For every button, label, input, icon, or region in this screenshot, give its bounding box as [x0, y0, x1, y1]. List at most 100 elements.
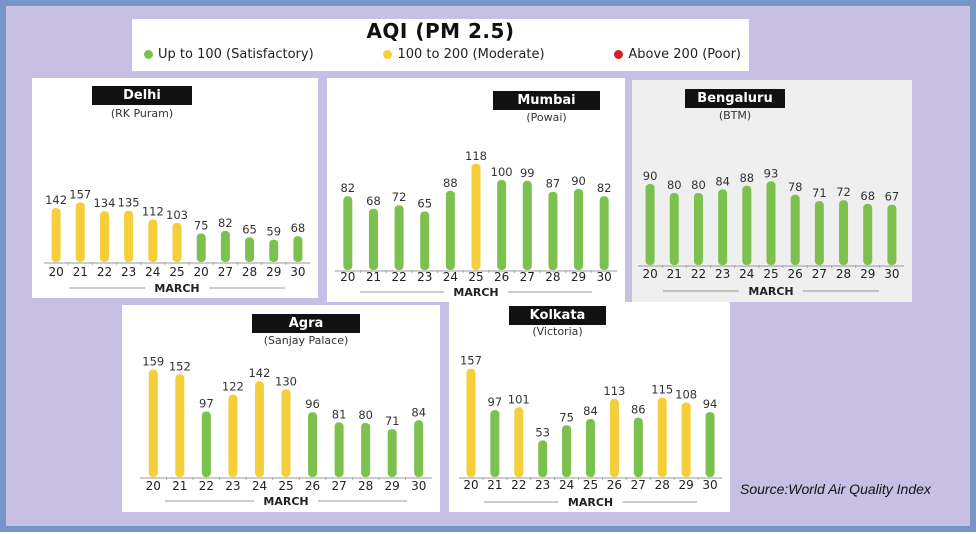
data-label: 101: [508, 392, 530, 406]
bar: [574, 189, 584, 270]
x-tick-label: 27: [520, 270, 535, 284]
x-tick-label: 22: [691, 267, 706, 281]
bar: [669, 193, 679, 265]
x-tick-label: 24: [145, 265, 160, 279]
station-label-bengaluru: (BTM): [718, 109, 752, 122]
bar: [308, 412, 318, 477]
x-tick-label: 23: [417, 270, 432, 284]
x-tick-label: 23: [121, 265, 136, 279]
legend-dot-red: [614, 50, 624, 59]
bar: [863, 203, 873, 265]
panel-delhi: Delhi (RK Puram) 142 20 157 21 134 22 135 23 112 24…: [32, 78, 318, 298]
x-tick-label: 24: [252, 479, 267, 493]
x-tick-label: 26: [494, 270, 509, 284]
bar: [245, 237, 255, 262]
bar: [766, 181, 776, 265]
legend-dot-yellow: [383, 50, 393, 59]
data-label: 53: [535, 425, 550, 439]
data-label: 130: [275, 374, 297, 388]
data-label: 94: [703, 397, 718, 411]
data-label: 68: [860, 189, 875, 203]
bar: [445, 190, 455, 270]
data-label: 88: [443, 176, 458, 190]
city-label-delhi: Delhi: [92, 86, 192, 105]
x-tick-label: 21: [667, 267, 682, 281]
legend-dot-green: [144, 50, 153, 59]
data-label: 82: [218, 216, 233, 230]
bar: [657, 397, 667, 477]
x-tick-label: 28: [836, 267, 851, 281]
bar: [368, 208, 378, 270]
x-tick-label: 25: [468, 270, 483, 284]
bar: [281, 389, 291, 477]
x-axis-title: MARCH: [263, 495, 308, 508]
bar: [420, 211, 430, 270]
data-label: 134: [93, 196, 115, 210]
legend-item-satisfactory: Up to 100 (Satisfactory): [144, 47, 314, 62]
legend-label: Up to 100 (Satisfactory): [158, 47, 314, 62]
x-tick-label: 21: [487, 478, 502, 492]
chart-title: AQI (PM 2.5): [366, 19, 515, 43]
bar: [75, 202, 85, 262]
bar: [742, 185, 752, 265]
data-label: 80: [358, 408, 373, 422]
bar: [514, 407, 524, 477]
city-label-mumbai: Mumbai: [493, 91, 600, 110]
x-tick-label: 22: [391, 270, 406, 284]
legend-item-poor: Above 200 (Poor): [614, 47, 741, 62]
bar: [718, 189, 728, 265]
data-label: 75: [194, 219, 209, 233]
bar-chart-kolkata: 157 20 97 21 101 22 53 23 75 24 84 25 113 26 86 27 115 28…: [459, 354, 722, 509]
data-label: 159: [142, 355, 164, 369]
x-tick-label: 20: [642, 267, 657, 281]
x-tick-label: 22: [199, 479, 214, 493]
bar: [814, 201, 824, 265]
x-tick-label: 20: [340, 270, 355, 284]
data-label: 99: [520, 166, 535, 180]
x-tick-label: 25: [763, 267, 778, 281]
station-label-agra: (Sanjay Palace): [263, 334, 349, 347]
data-label: 135: [118, 196, 140, 210]
data-label: 80: [667, 178, 682, 192]
data-label: 113: [603, 384, 625, 398]
bar: [562, 425, 572, 477]
bar-chart-delhi: 142 20 157 21 134 22 135 23 112 24 103 25 75 20 82 27 65…: [44, 187, 310, 295]
data-label: 96: [305, 397, 320, 411]
station-label-mumbai: (Powai): [526, 111, 567, 124]
bar: [51, 208, 61, 262]
data-label: 84: [583, 404, 598, 418]
bar: [254, 381, 264, 477]
x-tick-label: 23: [715, 267, 730, 281]
data-label: 80: [691, 178, 706, 192]
bar: [99, 211, 109, 262]
legend-label: Above 200 (Poor): [628, 47, 741, 62]
data-label: 65: [242, 222, 257, 236]
x-tick-label: 30: [702, 478, 717, 492]
data-label: 93: [764, 166, 779, 180]
bar: [334, 422, 344, 477]
city-label-kolkata: Kolkata: [509, 306, 606, 325]
x-tick-label: 20: [146, 479, 161, 493]
x-axis-title: MARCH: [748, 285, 793, 298]
bar: [196, 233, 206, 262]
data-label: 72: [836, 185, 851, 199]
x-tick-label: 21: [366, 270, 381, 284]
bar-chart-bengaluru: 90 20 80 21 80 22 84 23 88 24 93 25 78 26 71 27 72 28 68 29…: [638, 166, 904, 298]
bar: [343, 196, 353, 270]
data-label: 84: [715, 174, 730, 188]
x-tick-label: 29: [860, 267, 875, 281]
x-tick-label: 22: [97, 265, 112, 279]
x-axis-title: MARCH: [453, 286, 498, 299]
data-label: 86: [631, 403, 646, 417]
bar: [633, 417, 643, 477]
bar: [361, 423, 371, 477]
data-label: 90: [571, 174, 586, 188]
x-tick-label: 27: [331, 479, 346, 493]
panel-mumbai: Mumbai (Powai) 82 20 68 21 72 22 65 23 88 24 118 25 10…: [327, 78, 625, 302]
data-label: 108: [675, 387, 697, 401]
legend-item-moderate: 100 to 200 (Moderate): [383, 47, 545, 62]
data-label: 152: [169, 359, 191, 373]
station-label-kolkata: (Victoria): [532, 325, 583, 338]
bar: [201, 411, 211, 477]
data-label: 68: [291, 221, 306, 235]
